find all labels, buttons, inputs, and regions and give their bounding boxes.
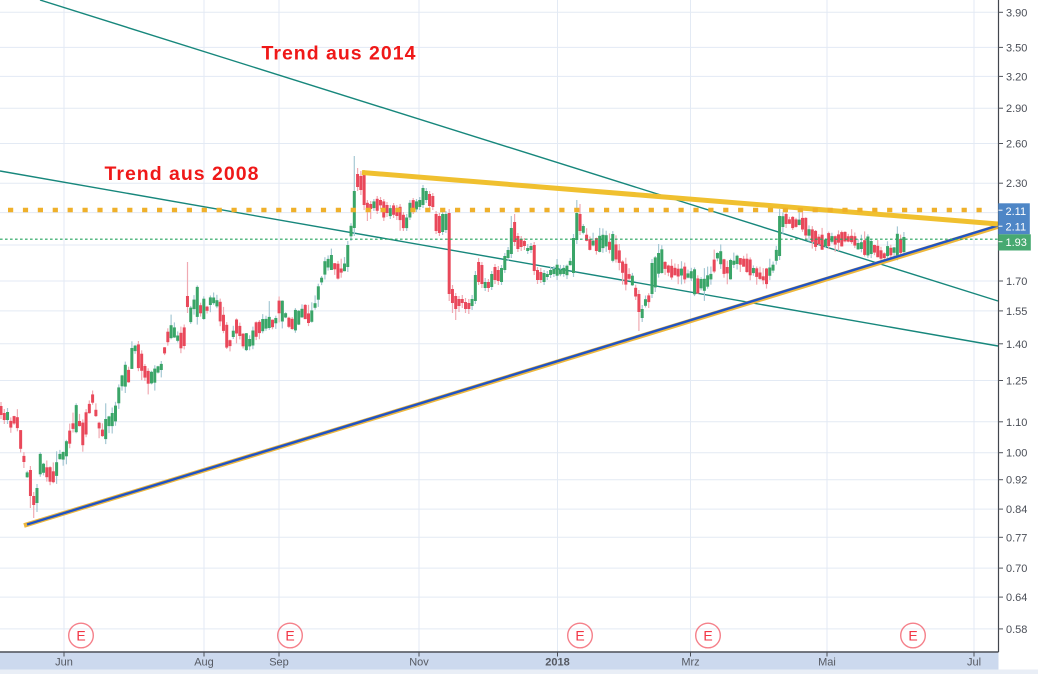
- svg-text:2018: 2018: [545, 657, 569, 669]
- svg-text:1.25: 1.25: [1006, 376, 1027, 388]
- svg-text:2.90: 2.90: [1006, 103, 1027, 115]
- svg-text:E: E: [285, 628, 294, 644]
- svg-text:1.10: 1.10: [1006, 417, 1027, 429]
- svg-text:0.70: 0.70: [1006, 563, 1027, 575]
- svg-text:Trend aus 2008: Trend aus 2008: [105, 163, 260, 185]
- svg-text:E: E: [908, 628, 917, 644]
- svg-text:0.84: 0.84: [1006, 504, 1027, 516]
- svg-text:1.93: 1.93: [1006, 237, 1027, 249]
- svg-text:1.00: 1.00: [1006, 448, 1027, 460]
- svg-text:3.20: 3.20: [1006, 71, 1027, 83]
- svg-text:E: E: [575, 628, 584, 644]
- svg-text:0.77: 0.77: [1006, 532, 1027, 544]
- svg-text:Mai: Mai: [818, 657, 836, 669]
- svg-text:3.50: 3.50: [1006, 42, 1027, 54]
- svg-text:0.92: 0.92: [1006, 475, 1027, 487]
- svg-text:0.58: 0.58: [1006, 624, 1027, 636]
- svg-text:0.64: 0.64: [1006, 592, 1027, 604]
- svg-text:Trend aus 2014: Trend aus 2014: [262, 43, 417, 65]
- svg-text:1.70: 1.70: [1006, 276, 1027, 288]
- svg-text:Sep: Sep: [269, 657, 289, 669]
- svg-text:3.90: 3.90: [1006, 7, 1027, 19]
- svg-text:E: E: [76, 628, 85, 644]
- svg-text:Nov: Nov: [409, 657, 429, 669]
- svg-text:Mrz: Mrz: [681, 657, 699, 669]
- svg-text:2.11: 2.11: [1006, 222, 1027, 234]
- svg-text:Aug: Aug: [194, 657, 214, 669]
- svg-text:2.60: 2.60: [1006, 139, 1027, 151]
- svg-text:1.40: 1.40: [1006, 339, 1027, 351]
- svg-text:2.11: 2.11: [1006, 206, 1027, 218]
- svg-text:Jun: Jun: [55, 657, 73, 669]
- svg-text:2.30: 2.30: [1006, 178, 1027, 190]
- svg-text:E: E: [703, 628, 712, 644]
- svg-text:Jul: Jul: [967, 657, 981, 669]
- svg-text:1.55: 1.55: [1006, 306, 1027, 318]
